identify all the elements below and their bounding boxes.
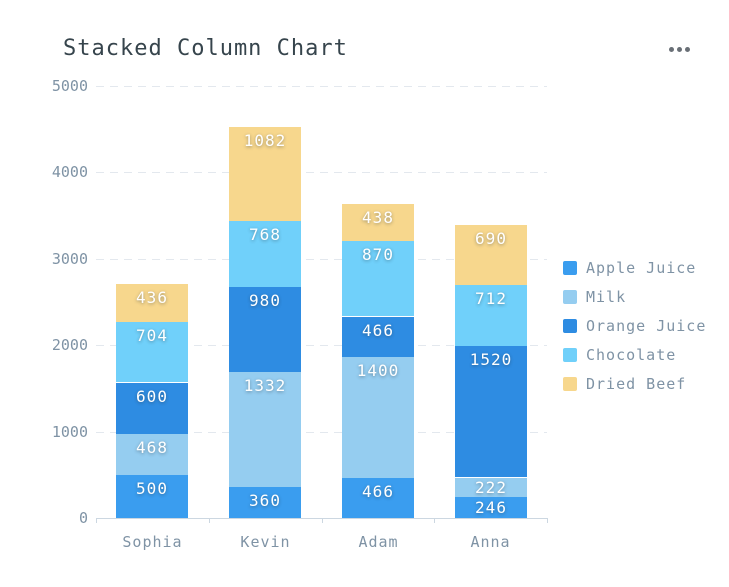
x-axis-tick [547,518,548,523]
legend-label: Dried Beef [586,375,687,393]
bar-sophia-segment-dried-beef[interactable]: 436 [116,284,188,322]
legend-swatch-icon [563,319,577,333]
bar-adam-segment-milk[interactable]: 1400 [342,356,414,478]
y-axis-tick-label: 4000 [51,163,88,181]
segment-value-label: 768 [249,224,281,244]
segment-value-label: 1082 [243,131,287,151]
x-axis-tick [96,518,97,523]
x-axis-tick [434,518,435,523]
segment-value-label: 468 [136,438,168,458]
legend-swatch-icon [563,348,577,362]
bar-kevin-segment-chocolate[interactable]: 768 [229,220,301,288]
ellipsis-icon [684,46,690,52]
x-axis-label-sophia: Sophia [122,533,183,551]
bar-sophia-segment-milk[interactable]: 468 [116,434,188,475]
legend-item-dried-beef[interactable]: Dried Beef [563,375,706,393]
y-axis-tick-label: 5000 [51,77,88,95]
bar-kevin-segment-dried-beef[interactable]: 1082 [229,127,301,221]
bar-adam-segment-dried-beef[interactable]: 438 [342,203,414,242]
y-gridline [96,172,547,173]
segment-value-label: 980 [249,291,281,311]
legend-swatch-icon [563,261,577,275]
x-axis-label-adam: Adam [358,533,399,551]
bar-adam-segment-chocolate[interactable]: 870 [342,241,414,317]
y-gridline [96,345,547,346]
x-axis-tick [209,518,210,523]
legend-swatch-icon [563,377,577,391]
bar-adam-segment-orange-juice[interactable]: 466 [342,316,414,357]
segment-value-label: 870 [362,245,394,265]
segment-value-label: 360 [249,490,281,510]
legend-item-milk[interactable]: Milk [563,288,706,306]
segment-value-label: 704 [136,325,168,345]
bar-sophia-segment-chocolate[interactable]: 704 [116,321,188,383]
bar-kevin-segment-apple-juice[interactable]: 360 [229,486,301,518]
bar-sophia-segment-orange-juice[interactable]: 600 [116,382,188,435]
x-axis-label-anna: Anna [470,533,511,551]
segment-value-label: 222 [475,477,507,497]
segment-value-label: 500 [136,478,168,498]
y-axis-tick-label: 2000 [51,336,88,354]
segment-value-label: 1400 [356,360,400,380]
segment-value-label: 712 [475,288,507,308]
x-axis-label-kevin: Kevin [240,533,291,551]
legend-label: Orange Juice [586,317,707,335]
ellipsis-icon [668,46,674,52]
y-axis-tick-label: 0 [78,509,88,527]
y-gridline [96,432,547,433]
y-gridline [96,86,547,87]
legend-label: Apple Juice [586,259,697,277]
segment-value-label: 466 [362,320,394,340]
y-axis-tick-label: 3000 [51,250,88,268]
segment-value-label: 246 [475,497,507,517]
segment-value-label: 600 [136,386,168,406]
segment-value-label: 690 [475,229,507,249]
segment-value-label: 1520 [469,350,513,370]
bar-anna-segment-chocolate[interactable]: 712 [455,284,527,347]
y-gridline [96,259,547,260]
legend-label: Milk [586,288,627,306]
legend-item-chocolate[interactable]: Chocolate [563,346,706,364]
bar-sophia-segment-apple-juice[interactable]: 500 [116,474,188,518]
ellipsis-icon [676,46,682,52]
more-menu-button[interactable] [662,40,696,58]
legend: Apple Juice Milk Orange Juice Chocolate Drie… [563,259,707,406]
x-axis-tick [322,518,323,523]
bar-anna-segment-apple-juice[interactable]: 246 [455,496,527,518]
legend-label: Chocolate [586,346,677,364]
legend-item-apple-juice[interactable]: Apple Juice [563,259,706,277]
legend-item-orange-juice[interactable]: Orange Juice [563,317,707,335]
bar-adam-segment-apple-juice[interactable]: 466 [342,477,414,518]
segment-value-label: 1332 [243,375,287,395]
bar-anna-segment-milk[interactable]: 222 [455,477,527,497]
segment-value-label: 438 [362,207,394,227]
y-axis-tick-label: 1000 [51,423,88,441]
bar-anna-segment-dried-beef[interactable]: 690 [455,225,527,285]
bar-anna-segment-orange-juice[interactable]: 1520 [455,346,527,478]
bar-kevin-segment-orange-juice[interactable]: 980 [229,287,301,372]
segment-value-label: 466 [362,481,394,501]
chart-title: Stacked Column Chart [63,36,348,61]
bar-kevin-segment-milk[interactable]: 1332 [229,371,301,487]
legend-swatch-icon [563,290,577,304]
segment-value-label: 436 [136,288,168,307]
